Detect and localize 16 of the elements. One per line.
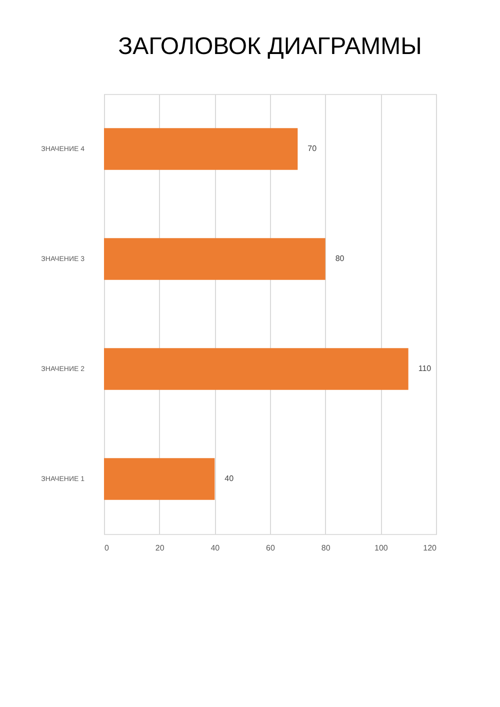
x-tick-label: 120 — [423, 544, 438, 552]
data-label: 40 — [224, 474, 234, 483]
x-tick-label: 100 — [374, 544, 388, 552]
chart-title: ЗАГОЛОВОК ДИАГРАММЫ — [118, 33, 422, 60]
bar — [104, 348, 408, 390]
data-label: 70 — [308, 144, 318, 153]
x-tick-label: 0 — [104, 544, 110, 552]
data-label: 110 — [418, 364, 432, 373]
bar — [104, 458, 215, 500]
data-label: 80 — [335, 254, 345, 263]
x-tick-label: 80 — [321, 544, 331, 552]
bar — [104, 128, 298, 170]
x-tick-label: 40 — [210, 544, 220, 552]
bar — [104, 238, 326, 280]
x-tick-label: 60 — [266, 544, 276, 552]
x-tick-label: 20 — [155, 544, 165, 552]
